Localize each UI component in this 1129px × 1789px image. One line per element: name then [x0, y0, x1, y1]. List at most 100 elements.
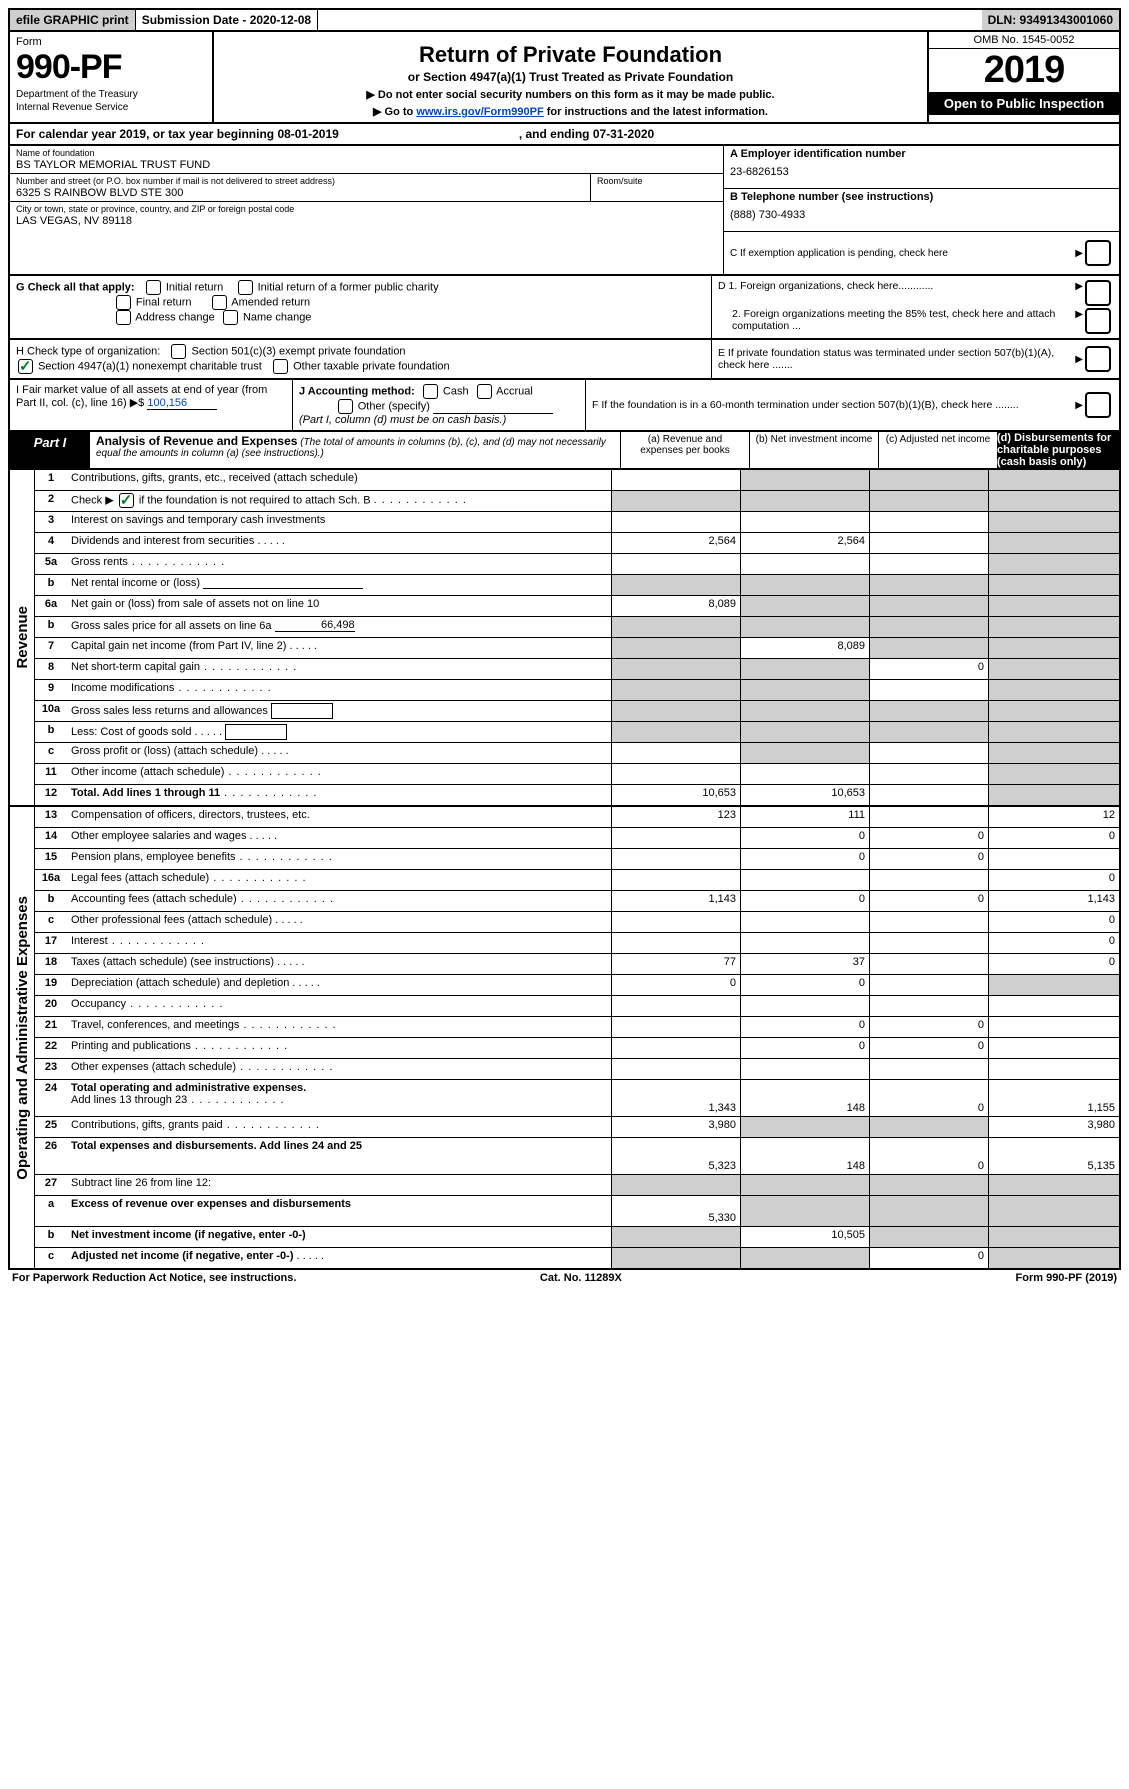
part1-title: Analysis of Revenue and Expenses [96, 434, 297, 448]
f-checkbox[interactable] [1085, 392, 1111, 418]
row-27b: b Net investment income (if negative, en… [35, 1227, 1119, 1248]
i-section: I Fair market value of all assets at end… [10, 380, 292, 430]
r20-c [869, 996, 988, 1016]
header-right: OMB No. 1545-0052 2019 Open to Public In… [927, 32, 1119, 122]
arrow-icon [1075, 353, 1083, 365]
g-name-change-checkbox[interactable] [223, 310, 238, 325]
h-501c3-checkbox[interactable] [171, 344, 186, 359]
r5b-b [740, 575, 869, 595]
r6a-c [869, 596, 988, 616]
r10b-b [740, 722, 869, 742]
r13-b: 111 [740, 807, 869, 827]
row-10b: b Less: Cost of goods sold [35, 722, 1119, 743]
r10b-d [988, 722, 1119, 742]
ein-value: 23-6826153 [730, 166, 1113, 178]
row-6a: 6a Net gain or (loss) from sale of asset… [35, 596, 1119, 617]
rn-27b: b [35, 1227, 67, 1247]
f-label: F If the foundation is in a 60-month ter… [592, 399, 1075, 411]
row-26: 26 Total expenses and disbursements. Add… [35, 1138, 1119, 1175]
r11-a [611, 764, 740, 784]
r10c-d [988, 743, 1119, 763]
h-label: H Check type of organization: [16, 345, 160, 357]
desc-19: Depreciation (attach schedule) and deple… [67, 975, 611, 995]
g-final-return-checkbox[interactable] [116, 295, 131, 310]
r1-a [611, 470, 740, 490]
r5b-c [869, 575, 988, 595]
h-4947-checkbox[interactable] [18, 359, 33, 374]
r10c-a [611, 743, 740, 763]
d1-checkbox[interactable] [1085, 280, 1111, 306]
rn-22: 22 [35, 1038, 67, 1058]
desc-16c: Other professional fees (attach schedule… [67, 912, 611, 932]
top-bar: efile GRAPHIC print Submission Date - 20… [8, 8, 1121, 32]
desc-5b: Net rental income or (loss) [67, 575, 611, 595]
r27-d [988, 1175, 1119, 1195]
r18-a: 77 [611, 954, 740, 974]
col-c-header: (c) Adjusted net income [878, 432, 997, 468]
r15-a [611, 849, 740, 869]
row-17: 17 Interest 0 [35, 933, 1119, 954]
h-other-checkbox[interactable] [273, 359, 288, 374]
calendar-year-row: For calendar year 2019, or tax year begi… [8, 124, 1121, 146]
r16c-d: 0 [988, 912, 1119, 932]
desc-10a: Gross sales less returns and allowances [67, 701, 611, 721]
r16b-d: 1,143 [988, 891, 1119, 911]
r2-check-post: if the foundation is not required to att… [139, 494, 467, 506]
r16a-a [611, 870, 740, 890]
f-section: F If the foundation is in a 60-month ter… [585, 380, 1119, 430]
desc-6b: Gross sales price for all assets on line… [67, 617, 611, 637]
rn-16a: 16a [35, 870, 67, 890]
rn-14: 14 [35, 828, 67, 848]
e-checkbox[interactable] [1085, 346, 1111, 372]
info-right: A Employer identification number 23-6826… [723, 146, 1119, 274]
form-title: Return of Private Foundation [222, 42, 919, 68]
r27c-a [611, 1248, 740, 1268]
g-amended-checkbox[interactable] [212, 295, 227, 310]
row-25: 25 Contributions, gifts, grants paid 3,9… [35, 1117, 1119, 1138]
g-initial-former-checkbox[interactable] [238, 280, 253, 295]
r10a-d [988, 701, 1119, 721]
r2-checkbox[interactable] [119, 493, 134, 508]
r9-b [740, 680, 869, 700]
r14-c: 0 [869, 828, 988, 848]
g-d-row: G Check all that apply: Initial return I… [8, 276, 1121, 340]
r18-c [869, 954, 988, 974]
street-address: 6325 S RAINBOW BLVD STE 300 [16, 187, 584, 199]
r10b-c [869, 722, 988, 742]
arrow-icon [1075, 308, 1083, 320]
r2-c [869, 491, 988, 511]
r9-c [869, 680, 988, 700]
row-7: 7 Capital gain net income (from Part IV,… [35, 638, 1119, 659]
r9-a [611, 680, 740, 700]
rn-6a: 6a [35, 596, 67, 616]
form990pf-link[interactable]: www.irs.gov/Form990PF [416, 106, 543, 118]
j-other-checkbox[interactable] [338, 399, 353, 414]
r9-d [988, 680, 1119, 700]
r27c-d [988, 1248, 1119, 1268]
j-cash-checkbox[interactable] [423, 384, 438, 399]
desc-17: Interest [67, 933, 611, 953]
row-10a: 10a Gross sales less returns and allowan… [35, 701, 1119, 722]
r6b-value: 66,498 [275, 619, 355, 632]
g-initial-return-checkbox[interactable] [146, 280, 161, 295]
rn-23: 23 [35, 1059, 67, 1079]
open-to-public: Open to Public Inspection [929, 92, 1119, 115]
c-checkbox[interactable] [1085, 240, 1111, 266]
r8-c: 0 [869, 659, 988, 679]
info-grid: Name of foundation BS TAYLOR MEMORIAL TR… [8, 146, 1121, 276]
desc-21: Travel, conferences, and meetings [67, 1017, 611, 1037]
g-address-change-checkbox[interactable] [116, 310, 131, 325]
efile-label: efile GRAPHIC print [10, 10, 136, 30]
d2-checkbox[interactable] [1085, 308, 1111, 334]
row-14: 14 Other employee salaries and wages 0 0… [35, 828, 1119, 849]
form-number: 990-PF [16, 48, 206, 87]
j-accrual-checkbox[interactable] [477, 384, 492, 399]
form-subtitle: or Section 4947(a)(1) Trust Treated as P… [222, 70, 919, 84]
tel-label: B Telephone number (see instructions) [730, 191, 933, 203]
r24-c: 0 [869, 1080, 988, 1116]
footer-right: Form 990-PF (2019) [1016, 1272, 1117, 1284]
desc-12: Total. Add lines 1 through 11 [67, 785, 611, 805]
r23-d [988, 1059, 1119, 1079]
i-value: 100,156 [147, 397, 217, 410]
revenue-side-label: Revenue [10, 470, 35, 805]
